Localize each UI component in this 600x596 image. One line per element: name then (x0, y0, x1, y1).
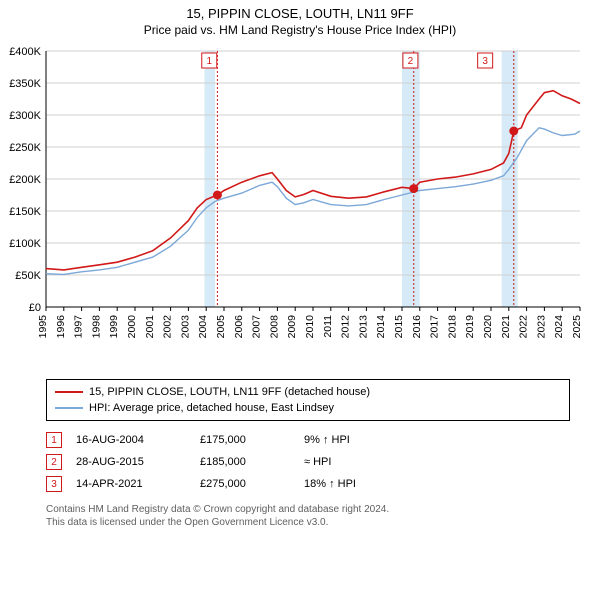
svg-text:2024: 2024 (553, 315, 565, 339)
svg-text:2022: 2022 (518, 315, 530, 339)
svg-text:2008: 2008 (268, 315, 280, 339)
price-chart: £0 £50K £100K £150K £200K £250K £300K £350K £400… (0, 43, 600, 373)
footer-line: This data is licensed under the Open Gov… (46, 516, 570, 529)
legend-item: HPI: Average price, detached house, East… (55, 400, 561, 416)
legend-item: 15, PIPPIN CLOSE, LOUTH, LN11 9FF (detac… (55, 384, 561, 400)
sale-delta: 18% ↑ HPI (304, 478, 356, 490)
svg-text:2013: 2013 (357, 315, 369, 339)
sale-marker-icon: 3 (46, 476, 62, 492)
legend-swatch-hpi (55, 407, 83, 409)
svg-text:1997: 1997 (73, 315, 85, 339)
svg-text:2003: 2003 (179, 315, 191, 339)
sale-row: 1 16-AUG-2004 £175,000 9% ↑ HPI (46, 429, 570, 451)
sale-row: 2 28-AUG-2015 £185,000 ≈ HPI (46, 451, 570, 473)
svg-text:2006: 2006 (233, 315, 245, 339)
sale-delta: 9% ↑ HPI (304, 434, 350, 446)
svg-text:1: 1 (206, 56, 212, 67)
svg-text:£200K: £200K (9, 174, 41, 186)
footer-line: Contains HM Land Registry data © Crown c… (46, 503, 570, 516)
svg-text:2011: 2011 (322, 315, 334, 338)
svg-text:£400K: £400K (9, 46, 41, 58)
svg-text:2018: 2018 (446, 315, 458, 339)
svg-text:2020: 2020 (482, 315, 494, 339)
sale-marker-icon: 1 (46, 432, 62, 448)
sale-price: £185,000 (200, 456, 290, 468)
svg-text:2002: 2002 (162, 315, 174, 339)
sale-row: 3 14-APR-2021 £275,000 18% ↑ HPI (46, 473, 570, 495)
sale-date: 16-AUG-2004 (76, 434, 186, 446)
svg-text:2014: 2014 (375, 315, 387, 339)
svg-text:£150K: £150K (9, 206, 41, 218)
sale-price: £175,000 (200, 434, 290, 446)
svg-text:1995: 1995 (37, 315, 49, 339)
svg-text:2009: 2009 (286, 315, 298, 339)
svg-text:2000: 2000 (126, 315, 138, 339)
svg-text:2021: 2021 (500, 315, 512, 339)
svg-text:2016: 2016 (411, 315, 423, 339)
legend-swatch-price (55, 391, 83, 393)
svg-text:1999: 1999 (108, 315, 120, 339)
svg-text:1998: 1998 (90, 315, 102, 339)
sale-price: £275,000 (200, 478, 290, 490)
svg-text:2010: 2010 (304, 315, 316, 339)
sale-date: 28-AUG-2015 (76, 456, 186, 468)
svg-text:£100K: £100K (9, 238, 41, 250)
legend: 15, PIPPIN CLOSE, LOUTH, LN11 9FF (detac… (46, 379, 570, 421)
svg-text:£50K: £50K (15, 270, 41, 282)
sale-delta: ≈ HPI (304, 456, 331, 468)
footer: Contains HM Land Registry data © Crown c… (46, 503, 570, 529)
svg-text:2023: 2023 (535, 315, 547, 339)
svg-text:£350K: £350K (9, 78, 41, 90)
svg-text:2025: 2025 (571, 315, 583, 339)
svg-text:2001: 2001 (144, 315, 156, 339)
svg-text:2017: 2017 (429, 315, 441, 339)
legend-label: 15, PIPPIN CLOSE, LOUTH, LN11 9FF (detac… (89, 386, 370, 398)
svg-text:2015: 2015 (393, 315, 405, 339)
svg-text:2012: 2012 (340, 315, 352, 339)
svg-text:2: 2 (408, 56, 414, 67)
sale-date: 14-APR-2021 (76, 478, 186, 490)
chart-title: 15, PIPPIN CLOSE, LOUTH, LN11 9FF (0, 6, 600, 21)
legend-label: HPI: Average price, detached house, East… (89, 402, 334, 414)
chart-subtitle: Price paid vs. HM Land Registry's House … (0, 23, 600, 37)
svg-text:£0: £0 (29, 302, 41, 314)
svg-text:3: 3 (482, 56, 488, 67)
svg-text:£300K: £300K (9, 110, 41, 122)
svg-text:2004: 2004 (197, 315, 209, 339)
svg-text:£250K: £250K (9, 142, 41, 154)
svg-text:2007: 2007 (251, 315, 263, 339)
svg-text:1996: 1996 (55, 315, 67, 339)
sales-table: 1 16-AUG-2004 £175,000 9% ↑ HPI 2 28-AUG… (46, 429, 570, 495)
sale-marker-icon: 2 (46, 454, 62, 470)
svg-text:2005: 2005 (215, 315, 227, 339)
svg-text:2019: 2019 (464, 315, 476, 339)
